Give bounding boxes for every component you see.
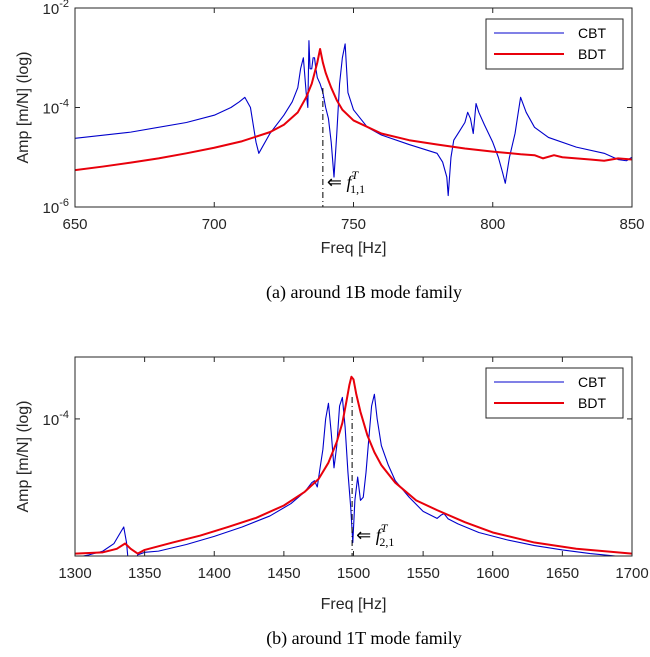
chart-panel-b: 1300 1350 1400 1450 1500 1550 1600 1650 1700 10-4… [15,356,649,649]
legend-label-cbt: CBT [578,25,606,41]
figure-caption: (a) around 1B mode family [266,282,462,303]
x-tick-label: 700 [202,216,227,233]
series-line-cbt [80,393,622,556]
x-tick-label: 1700 [615,565,648,582]
x-axis-label: Freq [Hz] [321,240,387,257]
x-tick-label: 1600 [476,565,509,582]
x-tick-label: 1300 [58,565,91,582]
chart-panel-a: 650 700 750 800 850 10-6 10-4 10-2 Freq [Hz] Amp … [15,0,645,303]
x-tick-label: 850 [619,216,644,233]
figure-caption: (b) around 1T mode family [266,628,462,649]
legend-label-bdt: BDT [578,46,606,62]
y-tick-label: 10-6 [43,197,69,217]
x-tick-label: 1550 [406,565,439,582]
x-tick-label: 650 [62,216,87,233]
series-line-bdt [75,47,632,172]
series-line-cbt [75,40,632,197]
legend: CBT BDT [485,367,624,419]
legend-box [485,18,624,70]
series-line-bdt [75,375,632,555]
x-tick-label: 1350 [128,565,161,582]
x-tick-label: 1400 [198,565,231,582]
x-axis-label: Freq [Hz] [321,596,387,613]
mode-annotation: ⇐ fT 1,1 [327,168,365,196]
y-tick-label: 10-4 [43,98,69,118]
legend: CBT BDT [485,18,624,70]
x-tick-label: 1500 [337,565,370,582]
x-tick-label: 1650 [546,565,579,582]
y-axis-label: Amp [m/N] (log) [15,51,32,163]
y-axis-label: Amp [m/N] (log) [15,400,32,512]
x-tick-label: 750 [341,216,366,233]
legend-label-bdt: BDT [578,395,606,411]
legend-label-cbt: CBT [578,374,606,390]
x-tick-label: 1450 [267,565,300,582]
legend-box [485,367,624,419]
x-tick-label: 800 [480,216,505,233]
mode-annotation: ⇐ fT 2,1 [356,521,394,549]
y-tick-label: 10-2 [43,0,69,18]
y-tick-label: 10-4 [43,409,69,429]
